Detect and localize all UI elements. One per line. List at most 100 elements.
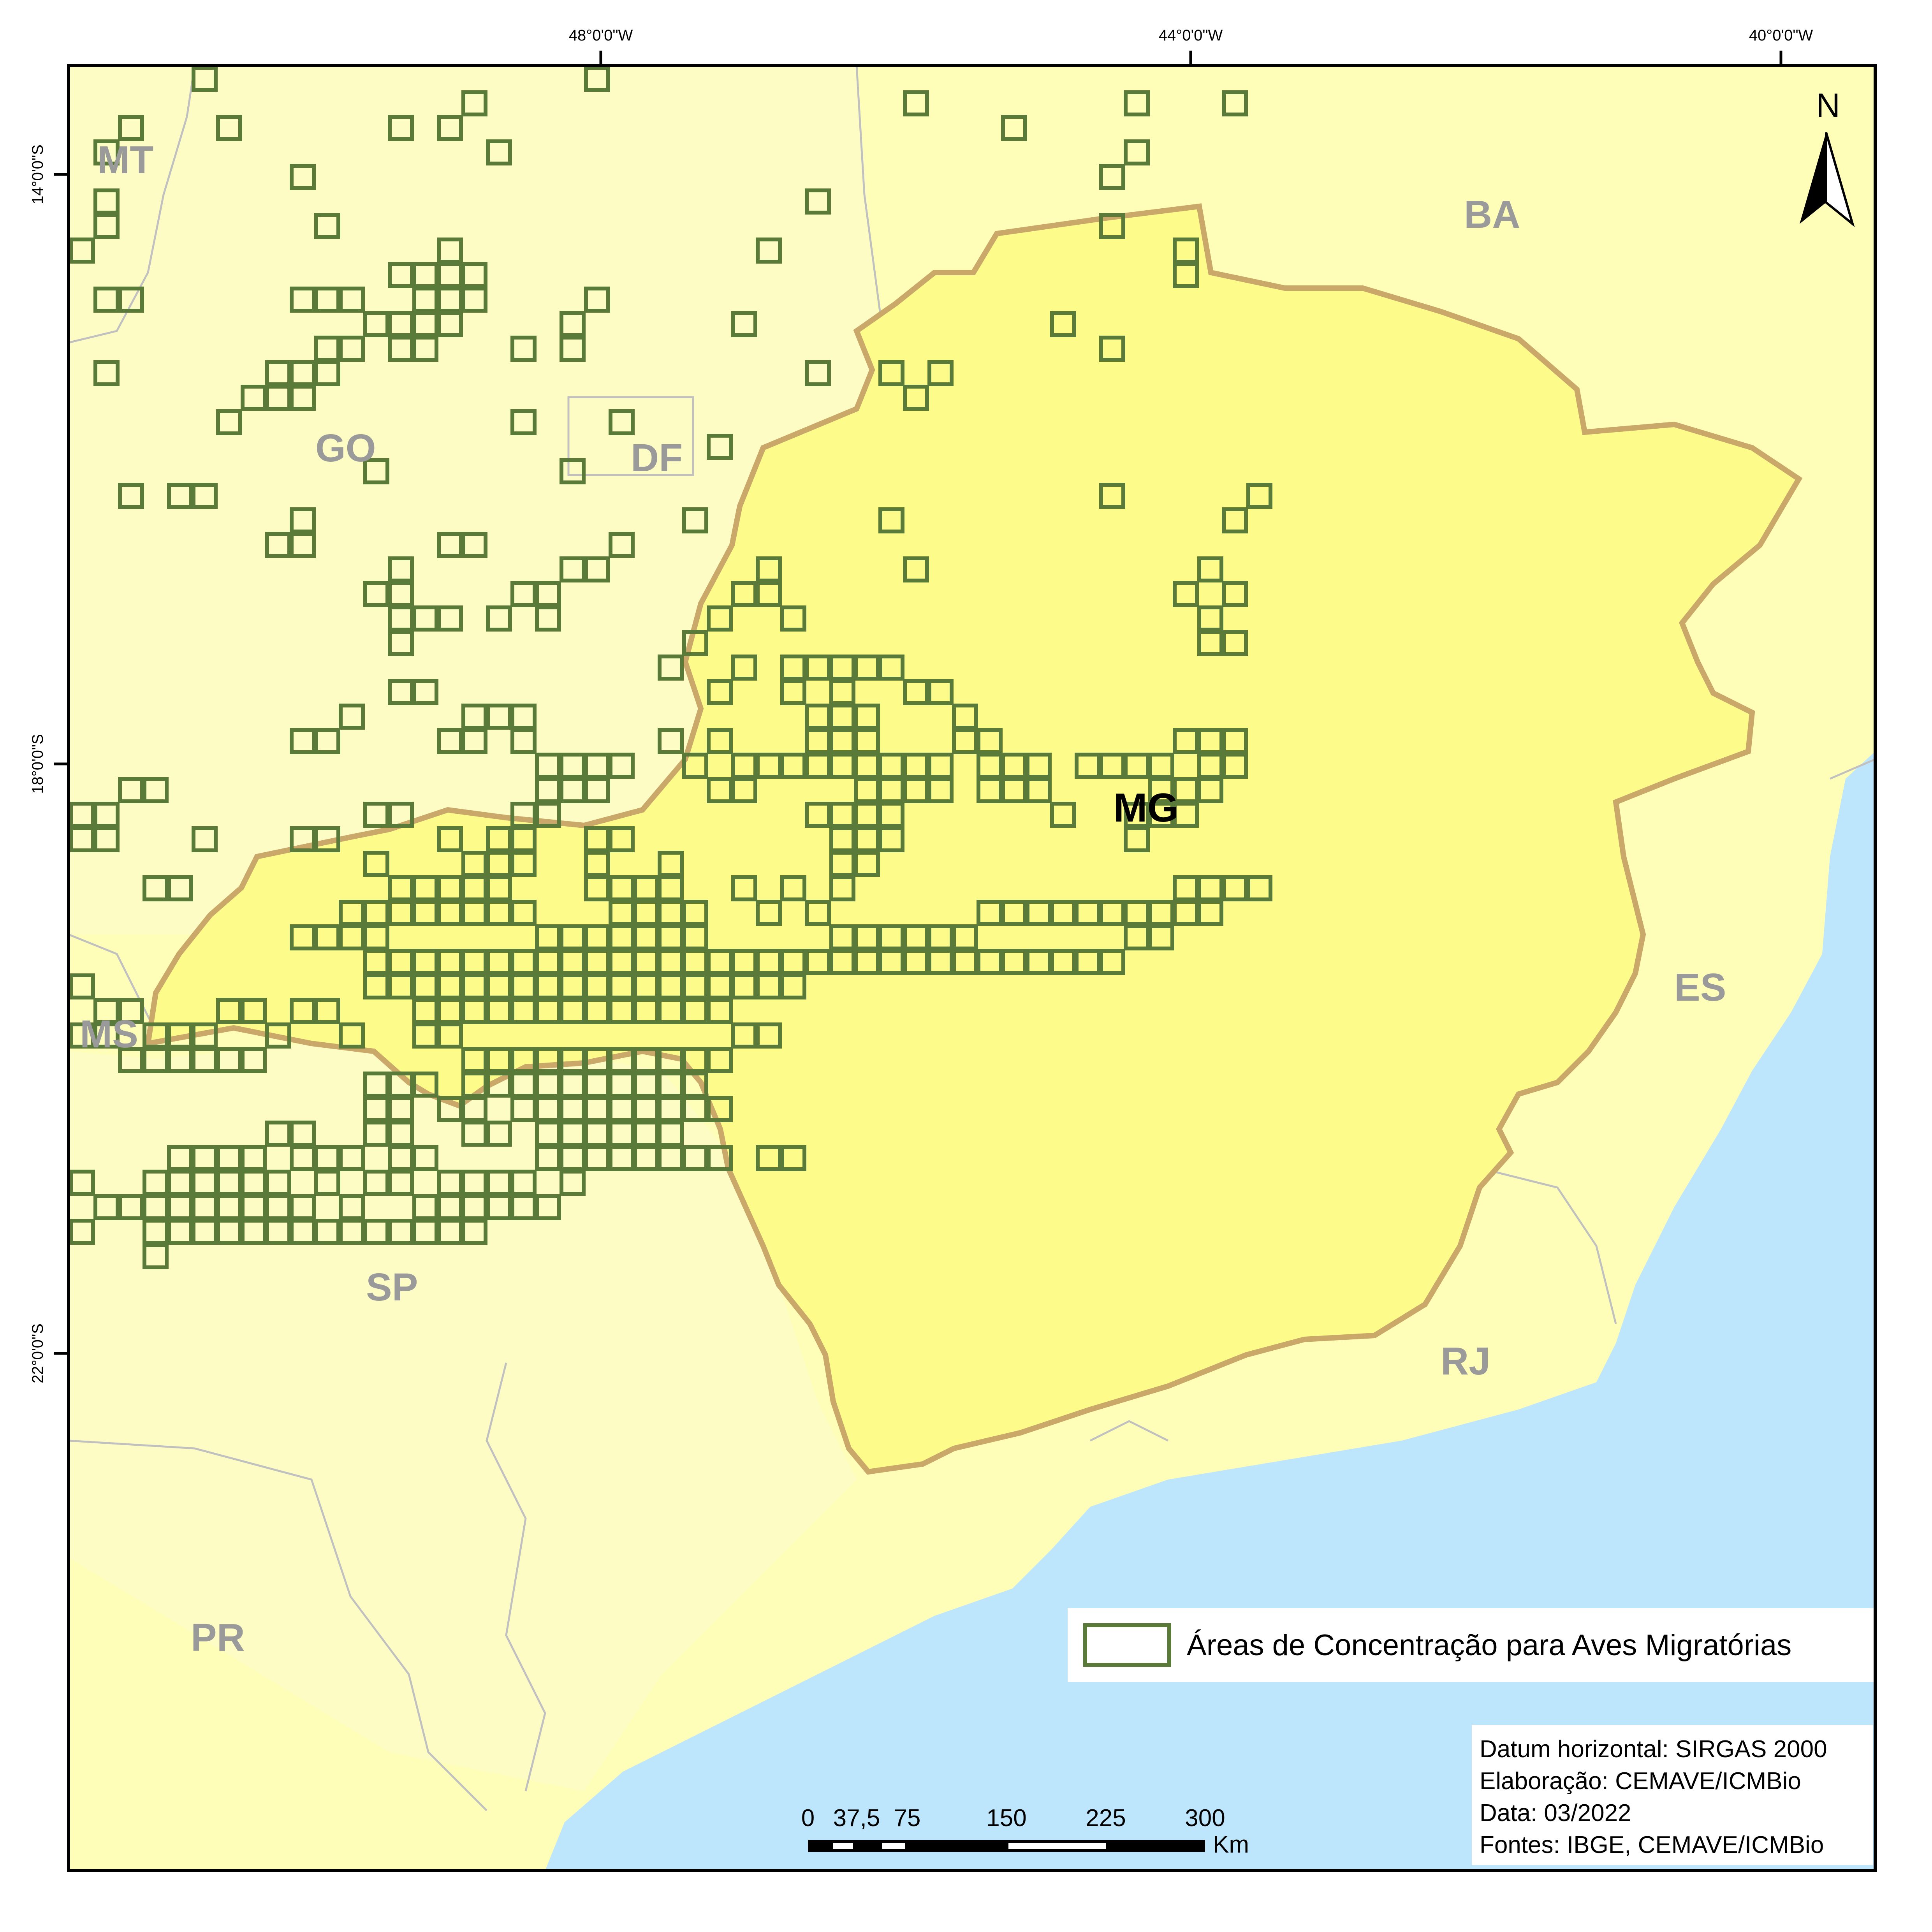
grid-cell [388,1219,414,1245]
grid-cell [461,262,487,288]
grid-cell [1075,753,1101,779]
grid-cell [1124,826,1150,852]
grid-cell [363,1121,389,1147]
grid-cell [314,998,340,1024]
grid-cell [682,507,708,533]
grid-cell [952,704,978,730]
grid-cell [437,728,463,754]
grid-cell [412,336,438,362]
grid-cell [412,1194,438,1220]
grid-cell [805,949,831,975]
grid-cell [1050,311,1076,337]
grid-cell [977,728,1003,754]
grid-cell [510,409,537,435]
grid-cell [265,360,291,386]
grid-cell [241,1145,267,1171]
grid-cell [314,287,340,313]
grid-cell [780,973,806,999]
grid-cell [731,875,757,901]
grid-cell [412,900,438,926]
grid-cell [927,360,954,386]
grid-cell [437,115,463,141]
grid-cell [854,802,880,828]
grid-cell [363,802,389,828]
grid-cell [461,287,487,313]
grid-cell [854,777,880,803]
grid-cell [486,875,512,901]
grid-cell [1001,949,1027,975]
grid-cell [486,973,512,999]
grid-cell [1173,875,1199,901]
grid-cell [461,532,487,558]
grid-cell [682,998,708,1024]
grid-cell [241,1194,267,1220]
grid-cell [731,777,757,803]
grid-cell [118,998,144,1024]
grid-cell [805,753,831,779]
grid-cell [461,973,487,999]
grid-cell [756,1022,782,1049]
grid-cell [535,802,561,828]
grid-cell [388,679,414,705]
grid-cell [69,973,95,999]
grid-cell [707,1145,733,1171]
grid-cell [1099,213,1125,239]
grid-cell [535,605,561,632]
grid-cell [192,483,218,509]
grid-cell [216,115,242,141]
grid-cell [265,1170,291,1196]
lon-tick-44w: 44°0'0"W [1159,27,1223,44]
state-label-df: DF [631,436,683,480]
grid-cell [388,1170,414,1196]
grid-cell [584,1145,610,1171]
grid-cell [486,605,512,632]
grid-cell [560,1047,586,1073]
state-mg [144,203,1803,1475]
grid-cell [1026,949,1052,975]
state-label-es: ES [1674,966,1726,1009]
grid-cell [682,753,708,779]
grid-cell [314,728,340,754]
state-label-pr: PR [191,1616,245,1659]
grid-cell [290,826,316,852]
grid-cell [192,1219,218,1245]
grid-cell [437,875,463,901]
grid-cell [339,1145,365,1171]
grid-cell [412,1072,438,1098]
grid-cell [510,1096,537,1122]
grid-cell [510,1072,537,1098]
grid-cell [388,1096,414,1122]
grid-cell [609,1096,635,1122]
grid-cell [192,1170,218,1196]
grid-cell [192,66,218,92]
scale-tick-0: 0 [801,1805,815,1832]
grid-cell [584,1072,610,1098]
grid-cell [1222,90,1248,116]
ocean [545,751,1875,1870]
grid-cell [609,532,635,558]
grid-cell [290,1145,316,1171]
grid-cell [1246,875,1272,901]
grid-cell [437,262,463,288]
grid-cell [1148,777,1174,803]
grid-cell [314,336,340,362]
grid-cell [388,949,414,975]
grid-cell [314,360,340,386]
grid-cell [1099,753,1125,779]
state-label-sp: SP [366,1265,418,1309]
grid-cell [93,998,120,1024]
grid-cell [1197,556,1223,582]
grid-cell [658,998,684,1024]
grid-cell [584,287,610,313]
grid-cell [609,1047,635,1073]
grid-cell [192,1145,218,1171]
grid-cell [118,287,144,313]
grid-cell [1197,630,1223,656]
grid-cell [756,556,782,582]
grid-cell [658,1047,684,1073]
grid-cell [1222,875,1248,901]
grid-cell [486,851,512,877]
grid-cell [461,728,487,754]
grid-cell [363,458,389,484]
grid-cell [658,900,684,926]
